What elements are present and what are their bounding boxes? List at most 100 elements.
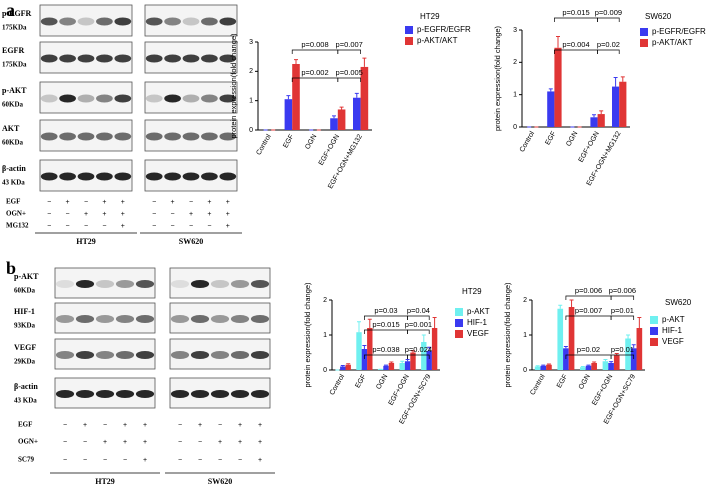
- legend-swatch: [405, 37, 413, 45]
- treatment-sign: +: [171, 199, 175, 206]
- p-value: p=0.03: [374, 306, 397, 315]
- bar: [554, 47, 562, 127]
- protein-label: β-actin: [14, 382, 38, 391]
- significance-bracket: [407, 329, 430, 334]
- p-value: p=0.004: [562, 40, 589, 49]
- treatment-sign: +: [123, 439, 127, 446]
- treatment-sign: −: [63, 422, 67, 429]
- bar: [591, 363, 597, 370]
- significance-bracket: [610, 295, 635, 300]
- error-bar: [637, 317, 642, 328]
- treatment-sign: +: [84, 211, 88, 218]
- bar: [612, 86, 620, 127]
- cell-line-label: SW620: [208, 477, 232, 486]
- legend-label: p-AKT: [467, 307, 490, 316]
- treatment-sign: −: [83, 439, 87, 446]
- treatment-sign: +: [102, 199, 106, 206]
- bar: [602, 361, 609, 370]
- blot-band: [40, 17, 58, 26]
- treatment-sign: +: [207, 199, 211, 206]
- treatment-sign: +: [218, 439, 222, 446]
- protein-label: p-AKT: [14, 272, 39, 281]
- error-bar: [294, 59, 298, 64]
- bar: [360, 66, 369, 130]
- p-value: p=0.002: [301, 68, 328, 77]
- blot-band: [145, 54, 163, 63]
- p-value: p=0.007: [336, 40, 363, 49]
- blot-band: [115, 351, 135, 359]
- error-bar: [427, 346, 432, 351]
- error-bar: [603, 359, 608, 362]
- panel-label: a: [6, 0, 15, 20]
- protein-label: HIF-1: [14, 307, 35, 316]
- treatment-sign: −: [152, 223, 156, 230]
- treatment-sign: −: [178, 457, 182, 464]
- bar: [619, 81, 627, 127]
- treatment-sign: +: [123, 422, 127, 429]
- blot-band: [96, 132, 113, 141]
- y-tick-label: 0: [523, 367, 527, 374]
- protein-label: AKT: [2, 124, 20, 133]
- x-tick-label: EGF: [282, 133, 295, 149]
- legend-swatch: [640, 28, 648, 36]
- treatment-sign: +: [258, 422, 262, 429]
- treatment-label: OGN+: [6, 210, 26, 218]
- blot-band: [182, 94, 200, 103]
- blot-band: [77, 132, 95, 141]
- treatment-sign: −: [189, 199, 193, 206]
- error-bar: [592, 361, 597, 363]
- x-tick-label: Control: [529, 373, 547, 396]
- treatment-sign: −: [47, 211, 51, 218]
- error-bar: [340, 364, 345, 367]
- blot-band: [77, 172, 95, 181]
- blot-band: [219, 132, 237, 141]
- treatment-sign: +: [238, 439, 242, 446]
- error-bar: [367, 318, 372, 328]
- legend-label: p-EGFR/EGFR: [417, 25, 471, 34]
- bar: [546, 364, 552, 370]
- legend-label: p-AKT/AKT: [652, 38, 693, 47]
- treatment-sign: −: [218, 457, 222, 464]
- significance-bracket: [337, 77, 361, 82]
- chart-title: SW620: [645, 12, 672, 21]
- p-value: p=0.038: [372, 345, 399, 354]
- y-tick-label: 2: [323, 297, 327, 304]
- treatment-sign: −: [84, 199, 88, 206]
- legend-swatch: [650, 338, 658, 346]
- legend-label: p-AKT/AKT: [417, 36, 458, 45]
- bar: [388, 363, 395, 370]
- blot-band: [170, 390, 190, 398]
- error-bar: [339, 106, 344, 110]
- bar: [421, 342, 427, 370]
- bar: [597, 114, 605, 127]
- significance-bracket: [597, 17, 620, 22]
- blot-band: [182, 54, 200, 63]
- blot-band: [210, 280, 230, 288]
- blot-band: [210, 315, 230, 323]
- blot-band: [230, 280, 250, 288]
- blot-band: [170, 351, 190, 359]
- error-bar: [405, 359, 410, 362]
- error-bar: [354, 92, 359, 98]
- size-label: 60KDa: [2, 101, 24, 109]
- blot-band: [219, 172, 237, 181]
- blot-band: [250, 390, 270, 398]
- treatment-sign: +: [238, 422, 242, 429]
- error-bar: [400, 360, 405, 363]
- size-label: 43 KDa: [2, 179, 25, 187]
- treatment-sign: −: [66, 223, 70, 230]
- blot-band: [201, 172, 218, 181]
- treatment-sign: −: [171, 211, 175, 218]
- blot-band: [182, 172, 200, 181]
- y-tick-label: 0: [513, 124, 517, 131]
- legend-swatch: [455, 319, 463, 327]
- blot-band: [135, 351, 155, 359]
- blot-band: [115, 315, 135, 323]
- error-bar: [286, 95, 291, 100]
- blot-band: [95, 315, 115, 323]
- blot-band: [190, 280, 210, 288]
- bar: [284, 99, 293, 130]
- legend-label: VEGF: [467, 329, 489, 338]
- x-tick-label: EGF: [556, 373, 569, 389]
- bar: [292, 64, 300, 130]
